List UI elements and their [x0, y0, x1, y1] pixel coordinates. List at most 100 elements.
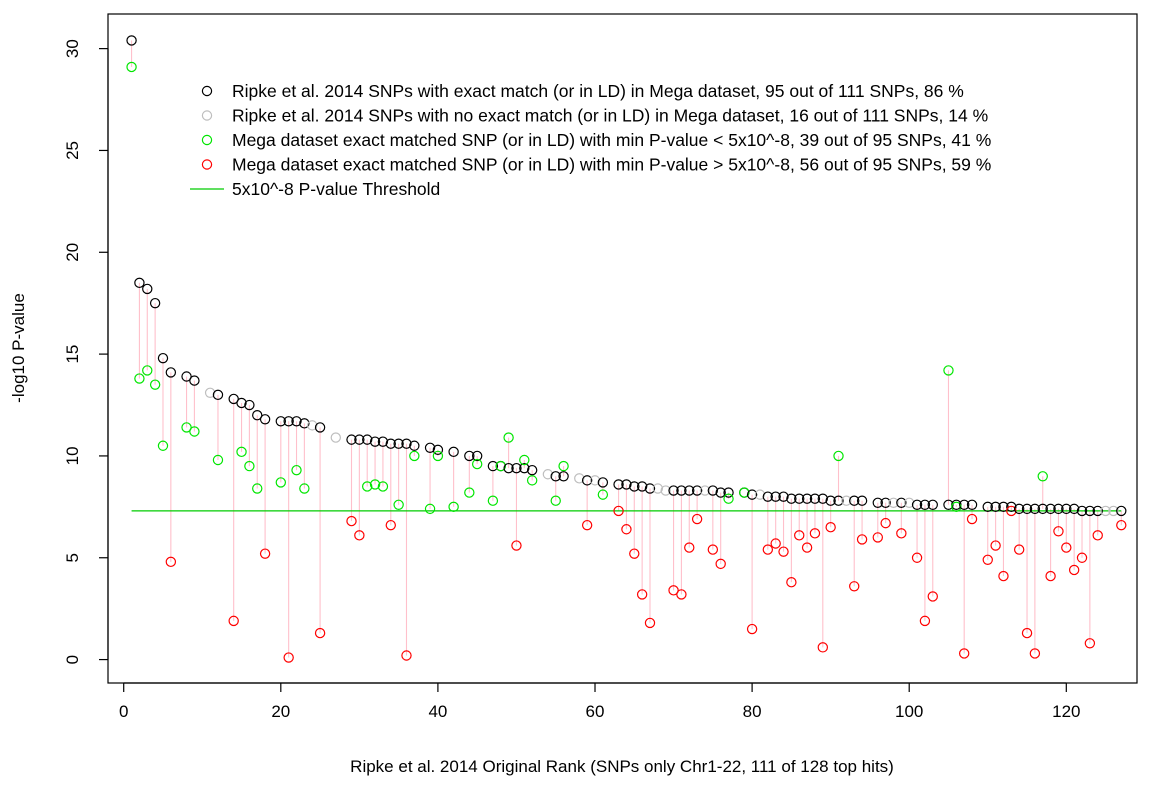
original-snp-point	[558, 471, 569, 482]
original-snp-point	[786, 493, 797, 504]
original-snp-point	[636, 481, 648, 492]
unmatched-snp-point	[542, 469, 554, 480]
unmatched-snp-point	[307, 420, 318, 431]
mega-nonsignificant-point	[1045, 570, 1056, 582]
original-snp-point	[511, 462, 522, 474]
original-snp-point	[275, 416, 287, 427]
y-tick-label: 30	[63, 39, 82, 58]
mega-nonsignificant-point	[809, 528, 821, 539]
legend-label: 5x10^-8 P-value Threshold	[232, 179, 440, 199]
x-tick-label: 80	[743, 702, 762, 721]
original-snp-point	[362, 434, 373, 445]
original-snp-point	[856, 495, 868, 506]
mega-significant-point	[448, 501, 459, 513]
x-tick-label: 60	[586, 702, 605, 721]
original-snp-point	[1061, 503, 1072, 515]
mega-significant-point	[212, 454, 224, 466]
mega-significant-point	[503, 432, 514, 443]
mega-significant-point	[291, 464, 302, 476]
original-snp-point	[385, 438, 396, 449]
mega-nonsignificant-point	[794, 530, 805, 541]
x-tick-label: 0	[119, 702, 128, 721]
original-snp-point	[393, 438, 404, 449]
mega-nonsignificant-point	[1061, 542, 1072, 553]
unmatched-snp-point	[1108, 505, 1119, 517]
mega-significant-point	[369, 479, 381, 490]
mega-nonsignificant-point	[636, 589, 648, 600]
mega-significant-point	[275, 477, 287, 488]
mega-significant-point	[739, 487, 750, 498]
original-snp-point	[911, 499, 923, 511]
mega-significant-point	[723, 493, 734, 504]
unmatched-snp-point	[699, 485, 711, 496]
mega-significant-point	[464, 487, 475, 498]
original-snp-point	[966, 499, 978, 511]
original-snp-point	[354, 434, 365, 445]
y-tick-label: 25	[63, 141, 82, 160]
mega-significant-point	[409, 450, 420, 462]
original-snp-point	[448, 446, 459, 458]
mega-nonsignificant-point	[1084, 638, 1096, 649]
mega-nonsignificant-point	[1076, 552, 1088, 563]
mega-nonsignificant-point	[511, 540, 522, 551]
mega-nonsignificant-point	[668, 585, 679, 596]
mega-nonsignificant-point	[1053, 526, 1064, 537]
mega-nonsignificant-point	[1029, 648, 1041, 659]
original-snp-point	[142, 283, 153, 295]
original-snp-point	[809, 493, 821, 504]
unmatched-snp-point	[589, 475, 601, 486]
mega-nonsignificant-point	[707, 544, 719, 555]
mega-nonsignificant-point	[629, 548, 640, 559]
mega-significant-point	[424, 503, 436, 515]
original-snp-point	[1037, 503, 1048, 515]
legend-label: Mega dataset exact matched SNP (or in LD…	[232, 155, 991, 175]
mega-significant-point	[362, 481, 373, 492]
original-snp-point	[157, 352, 169, 364]
mega-significant-point	[236, 446, 247, 458]
mega-nonsignificant-point	[911, 552, 923, 563]
original-snp-point	[283, 416, 294, 427]
mega-nonsignificant-point	[613, 505, 624, 517]
original-snp-point	[825, 495, 836, 506]
unmatched-snp-point	[204, 387, 216, 398]
original-snp-point	[401, 438, 412, 449]
y-tick-label: 0	[63, 655, 82, 664]
mega-nonsignificant-point	[958, 648, 970, 659]
mega-nonsignificant-point	[1013, 544, 1025, 555]
original-snp-point	[629, 481, 640, 492]
mega-nonsignificant-point	[801, 542, 813, 553]
original-snp-point	[291, 416, 302, 427]
unmatched-snp-point	[660, 485, 671, 496]
mega-significant-point	[244, 460, 255, 472]
unmatched-snp-point	[888, 497, 899, 508]
original-snp-point	[872, 497, 883, 508]
mega-nonsignificant-point	[691, 513, 703, 525]
unmatched-snp-point	[574, 473, 585, 484]
original-snp-point	[668, 485, 679, 496]
original-snp-point	[212, 389, 224, 401]
mega-significant-point	[526, 475, 538, 486]
mega-significant-point	[149, 379, 161, 390]
mega-nonsignificant-point	[401, 650, 412, 661]
mega-significant-point	[377, 481, 389, 492]
original-snp-point	[487, 460, 499, 472]
original-snp-point	[723, 487, 734, 498]
original-snp-point	[424, 442, 436, 453]
original-snp-point	[1006, 501, 1017, 513]
legend-point-marker	[201, 134, 213, 146]
original-snp-point	[259, 414, 271, 425]
original-snp-point	[299, 418, 310, 429]
mega-nonsignificant-point	[259, 548, 271, 559]
original-snp-point	[927, 499, 938, 511]
original-snp-point	[943, 499, 954, 511]
mega-nonsignificant-point	[927, 591, 938, 602]
legend-point-marker	[201, 85, 213, 97]
original-snp-point	[432, 444, 444, 456]
original-snp-point	[644, 483, 656, 494]
mega-nonsignificant-point	[1116, 519, 1127, 531]
original-snp-point	[409, 440, 420, 451]
original-snp-point	[794, 493, 805, 504]
mega-nonsignificant-point	[825, 522, 836, 533]
